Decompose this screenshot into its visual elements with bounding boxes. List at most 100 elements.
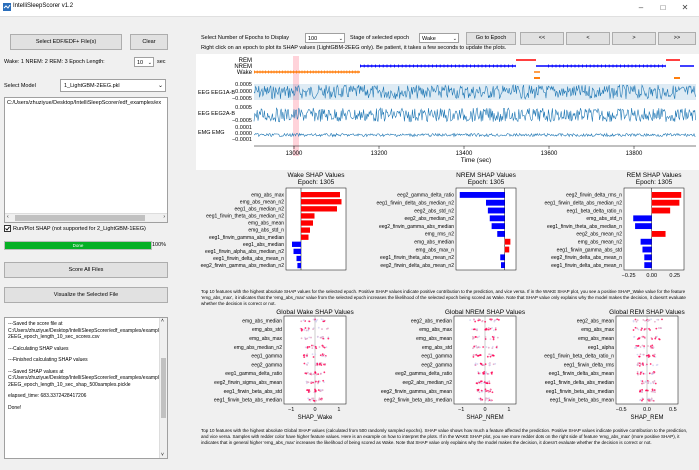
shap-dot [633,335,636,338]
shap-dot [303,328,306,331]
select-files-button[interactable]: Select EDF/EDF+ File(s) [10,34,122,50]
go-to-epoch-button[interactable]: Go to Epoch [466,32,516,45]
shap-dot [321,389,324,391]
shap-dot [632,329,635,331]
shap-dot [479,397,482,400]
progress-percent: 100% [152,242,167,248]
channel-3-tick: 0.0000 [235,131,252,137]
shap-dot [651,388,654,391]
scroll-right-icon[interactable]: › [163,214,165,220]
log-line: ---Saved the score file at C:/Users/zhuz… [8,321,167,340]
bar-label: eeg2_firwin_delta_abs_mean_n [551,255,622,261]
bar [501,262,505,269]
maximize-button[interactable]: □ [660,3,666,12]
close-button[interactable]: ✕ [681,3,689,12]
scroll-up-icon[interactable]: ˄ [161,318,164,324]
log-line: Done! [8,404,22,411]
shap-dot [636,370,639,373]
shap-dot [319,354,322,357]
model-select[interactable]: 1_LightGBM-2EEG.pkl ⌄ [60,79,166,92]
scroll-left-icon[interactable]: ‹ [7,214,9,220]
epochs-select[interactable]: 100 ⌄ [305,33,345,43]
shap-dot [315,373,318,376]
shap-dot [491,391,494,394]
nav-prev-button[interactable]: < [566,32,610,45]
shap-dot [645,381,648,383]
shap-dot [478,335,481,338]
shap-dot [653,355,656,358]
file-list[interactable]: C:/Users/zhuziyue/Desktop/IntelliSleepSc… [4,97,168,223]
vertical-scrollbar[interactable]: ˄ ˅ [159,318,167,458]
shap-dot [492,329,495,332]
nav-first-button[interactable]: << [520,32,564,45]
progress-bar: Done [4,241,152,250]
shap-dot [636,353,639,356]
shap-checkbox[interactable] [4,225,11,232]
shap-dot [322,379,325,382]
stage-select[interactable]: Wake ⌄ [419,33,459,43]
shap-dot [654,382,657,385]
shap-dot [637,373,639,376]
shap-dot [320,364,323,366]
bar-label: emg_abs_max [251,192,284,198]
shap-dot [307,362,309,364]
shap-dot [476,354,479,357]
feature-label: emg_abs_median_n2 [234,345,282,351]
shap-dot [327,336,330,339]
nav-next-button[interactable]: > [612,32,656,45]
stage-value: Wake [422,36,436,42]
shap-dot [653,399,656,402]
chart-title: Global Wake SHAP Values [276,309,354,316]
horizontal-scrollbar[interactable]: ‹ › [5,213,167,222]
shap-dot [315,399,318,402]
feature-label: eeg2_gamma [421,362,452,368]
shap-dot [481,398,484,401]
shap-dot [321,353,324,356]
file-list-item[interactable]: C:/Users/zhuziyue/Desktop/IntelliSleepSc… [7,100,162,106]
signal-plot[interactable]: REM NREM Wake EEG EEG1A-B 0.0005 0.0000 … [196,54,699,170]
feature-label: eeg1_firwin_delta_rms [564,362,615,368]
x-tick-label: 1 [507,407,510,413]
x-tick-label: 1 [337,407,340,413]
feature-label: eeg1_firwin_delta_abs_median [545,380,614,386]
bar-label: eeg2_firwin_gamma_abs_median_n2 [201,263,285,269]
shap-dot [318,397,321,400]
visualize-button[interactable]: Visualize the Selected File [4,287,168,303]
shap-dot [472,354,475,357]
feature-label: eeg1_gamma [421,354,452,360]
clear-button[interactable]: Clear [130,34,168,50]
shap-dot [635,345,638,348]
channel-1-tick: 0.0000 [235,89,252,95]
feature-label: emg_abs_std [422,345,452,351]
shap-dot [484,363,487,366]
feature-label: eeg1_firwin_beta_abs_mean [550,398,614,404]
epoch-length-select[interactable]: 10 ⌄ [134,57,154,67]
scroll-down-icon[interactable]: ˅ [161,452,164,458]
shap-dot [324,355,327,358]
bar-label: eeg1_abs_median_n2 [235,206,285,212]
shap-dot [312,328,315,330]
shap-dot [489,353,492,356]
scrollbar-thumb[interactable] [15,215,145,221]
x-tick-label: 13200 [371,151,388,157]
shap-dot [490,319,493,322]
score-all-button[interactable]: Score All Files [4,262,168,278]
shap-dot [638,355,641,358]
shap-dot [322,319,325,322]
nav-last-button[interactable]: >> [658,32,696,45]
minimize-button[interactable]: – [638,3,644,12]
bar-label: eeg1_firwin_delta_abs_median_n2 [544,200,622,206]
bar-label: eeg1_firwin_delta_abs_mean_n [213,256,284,262]
x-tick-label: 0.00 [646,273,657,279]
shap-dot [652,346,655,349]
shap-dot [478,397,480,400]
x-tick-label: −1 [458,407,464,413]
bar-label: emg_abs_std_n [586,216,622,222]
scrollbar-thumb[interactable] [161,358,166,418]
bar [459,192,505,198]
x-axis-ticks: 13000 13200 13400 13600 13800 [286,146,643,157]
log-line: ---Calculating SHAP values [8,345,69,352]
shap-dot [641,344,644,347]
shap-dot [321,335,324,338]
shap-dot [478,346,481,349]
